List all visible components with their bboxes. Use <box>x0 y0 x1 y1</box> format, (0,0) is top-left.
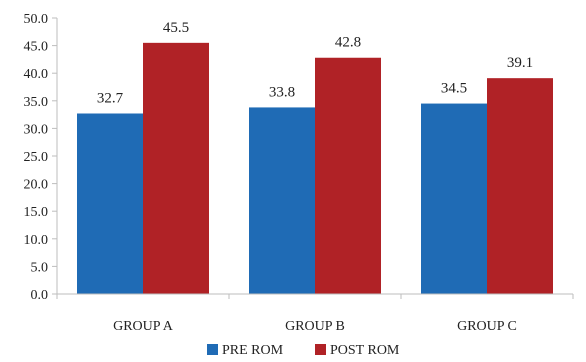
legend-label: POST ROM <box>330 343 400 358</box>
bar-pre-rom <box>421 103 487 294</box>
legend: PRE ROM POST ROM <box>207 343 400 358</box>
y-tick-label: 35.0 <box>24 95 49 110</box>
bar-post-rom <box>487 78 553 294</box>
y-axis: 0.0 5.0 10.0 15.0 20.0 25.0 30.0 35.0 40.0 45.0 50… <box>24 12 58 303</box>
y-tick-label: 20.0 <box>24 178 49 193</box>
data-label: 42.8 <box>335 35 361 51</box>
y-tick-label: 15.0 <box>24 205 49 220</box>
data-label: 32.7 <box>97 90 124 106</box>
x-axis: GROUP A GROUP B GROUP C <box>56 293 574 334</box>
y-tick-label: 0.0 <box>31 288 49 303</box>
bar-post-rom <box>315 57 381 294</box>
legend-swatch <box>315 344 326 355</box>
bars <box>77 42 553 295</box>
y-tick-label: 40.0 <box>24 67 49 82</box>
y-tick-label: 30.0 <box>24 122 49 137</box>
x-tick-label: GROUP B <box>285 319 345 334</box>
bar-pre-rom <box>77 113 143 294</box>
data-label: 33.8 <box>269 84 295 100</box>
x-tick-label: GROUP A <box>113 319 174 334</box>
y-tick-label: 50.0 <box>24 12 49 27</box>
bar-pre-rom <box>249 107 315 294</box>
legend-label: PRE ROM <box>222 343 284 358</box>
data-label: 45.5 <box>163 20 189 36</box>
bar-post-rom <box>143 42 209 295</box>
x-tick-label: GROUP C <box>457 319 517 334</box>
y-tick-label: 25.0 <box>24 150 49 165</box>
data-labels: 32.7 45.5 33.8 42.8 34.5 39.1 <box>97 20 533 107</box>
data-label: 34.5 <box>441 81 467 97</box>
legend-swatch <box>207 344 218 355</box>
data-label: 39.1 <box>507 55 533 71</box>
y-tick-label: 45.0 <box>24 40 49 55</box>
y-tick-label: 10.0 <box>24 233 49 248</box>
y-tick-label: 5.0 <box>31 260 49 275</box>
